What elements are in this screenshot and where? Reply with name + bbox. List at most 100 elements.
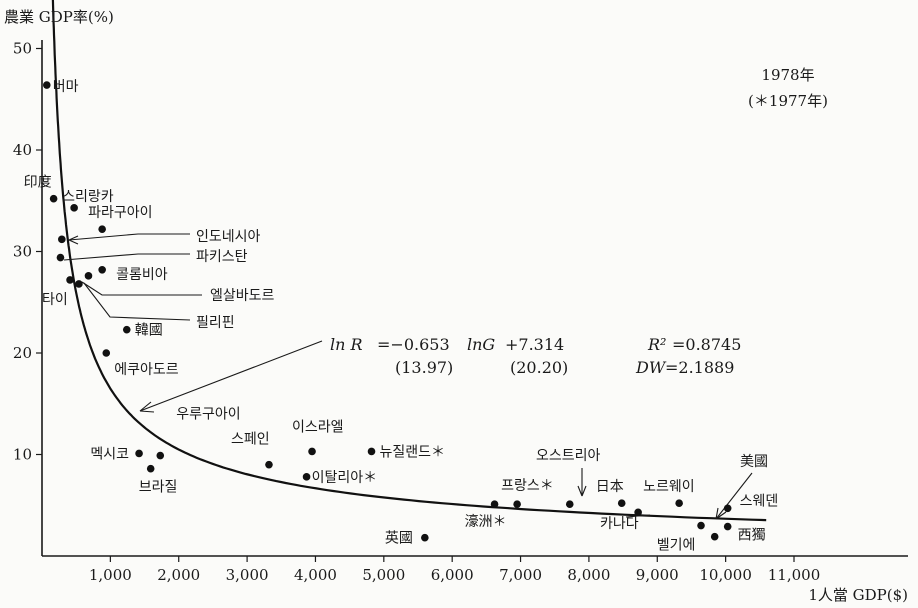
leader-line <box>83 282 191 321</box>
scatter-point <box>421 533 429 542</box>
r2-value: =0.8745 <box>672 335 741 354</box>
scatter-point <box>634 508 642 517</box>
scatter-point <box>265 460 273 469</box>
scatter-point <box>135 449 143 458</box>
point-label: 이스라엘 <box>292 419 344 435</box>
r-squared: R² =0.8745 <box>647 335 741 354</box>
y-tick-label: 20 <box>13 344 32 362</box>
scatter-point <box>102 349 111 357</box>
scatter-point <box>42 81 51 89</box>
point-label: 美國 <box>740 454 768 470</box>
eq-intercept: +7.314 <box>505 335 564 354</box>
y-axis-title: 農業 GDP率(%) <box>4 8 114 26</box>
point-label: 오스트리아 <box>536 448 601 464</box>
year-note-line-2: (＊1977年) <box>748 92 828 110</box>
scatter-point <box>710 532 719 541</box>
scatter-point <box>697 521 705 530</box>
leader-line <box>81 281 202 296</box>
scatter-point <box>513 500 521 509</box>
scatter-point <box>490 500 499 509</box>
point-label: 英國 <box>385 530 413 547</box>
x-tick-label: 8,000 <box>567 566 610 584</box>
scatter-point <box>723 504 732 513</box>
point-label: 엘살바도르 <box>210 288 275 304</box>
x-tick-label: 6,000 <box>431 566 474 584</box>
ticks: 1,000 2,000 3,000 4,000 5,000 6,000 7,000 8,000… <box>13 40 820 585</box>
scatter-point <box>146 464 155 473</box>
point-label: 韓國 <box>135 323 163 339</box>
year-note: 1978年 (＊1977年) <box>748 66 828 110</box>
scatter-point <box>617 499 626 508</box>
point-label: 에쿠아도르 <box>114 362 179 378</box>
scatter-point <box>98 225 106 233</box>
regression-curve <box>51 0 767 522</box>
y-tick-label: 50 <box>13 40 32 58</box>
scatter-point <box>75 280 83 288</box>
point-label: 우루구아이 <box>176 407 240 423</box>
point-label: 日本 <box>596 479 624 495</box>
regression-line-1: ln R =−0.653 lnG +7.314 <box>330 335 564 354</box>
scatter-point <box>308 447 316 456</box>
point-label: 필리핀 <box>196 315 235 331</box>
point-label: 타이 <box>42 292 68 308</box>
point-label: 카나다 <box>600 516 639 532</box>
equation-pointer-line <box>139 340 323 412</box>
eq-lnR: ln R <box>330 335 363 354</box>
point-label: 멕시코 <box>90 446 129 462</box>
r2-symbol: R² <box>647 335 666 354</box>
leader-arrowhead <box>68 235 79 245</box>
dw-symbol: DW <box>635 358 667 377</box>
scatter-point <box>98 265 106 274</box>
x-tick-label: 4,000 <box>294 566 337 584</box>
leader-arrowhead <box>715 507 727 520</box>
point-label: 스리랑카 <box>62 189 114 205</box>
scatter-point <box>675 499 683 508</box>
axes <box>41 40 908 557</box>
point-label: 西獨 <box>738 528 766 544</box>
x-tick-label: 5,000 <box>362 566 405 584</box>
x-tick-label: 2,000 <box>157 566 200 584</box>
scatter-point <box>156 451 165 460</box>
eq-lnG: lnG <box>467 335 495 354</box>
point-label: 스페인 <box>231 432 270 448</box>
point-label: 印度 <box>24 175 52 191</box>
scatter-point <box>58 235 66 244</box>
std-error-2: (20.20) <box>510 358 568 377</box>
regression-equation: ln R =−0.653 lnG +7.314 R² =0.8745 (13.9… <box>330 335 741 377</box>
std-error-1: (13.97) <box>395 358 453 377</box>
x-axis-title: 1人當 GDP($) <box>808 586 908 604</box>
leader-line <box>63 253 190 261</box>
point-label: 노르웨이 <box>643 479 695 495</box>
y-tick-label: 30 <box>13 243 32 261</box>
scatter-point <box>70 204 78 212</box>
x-tick-label: 11,000 <box>768 566 821 584</box>
durbin-watson: DW =2.1889 <box>635 358 734 377</box>
point-label: 뉴질랜드＊ <box>380 444 446 460</box>
leader-line <box>715 472 753 520</box>
scatter-point <box>122 325 131 334</box>
point-label: 이탈리아＊ <box>312 470 378 486</box>
leader-arrowhead <box>577 485 587 497</box>
y-tick-label: 10 <box>13 446 32 464</box>
point-label: 콜롬비아 <box>116 267 168 283</box>
scatter-point <box>84 272 93 280</box>
point-label: 濠洲＊ <box>465 513 507 530</box>
x-tick-label: 7,000 <box>499 566 542 584</box>
scatter-point <box>367 447 376 456</box>
equation-pointer-arrowhead <box>139 401 155 413</box>
point-label: 파라구아이 <box>88 205 152 221</box>
point-label: 벨기에 <box>657 538 696 554</box>
point-label: 파키스탄 <box>196 249 248 265</box>
eq-coef: =−0.653 <box>377 335 450 354</box>
scatter-point <box>302 473 311 481</box>
scatter-point <box>66 276 74 284</box>
scatter-point <box>723 522 732 531</box>
year-note-line-1: 1978年 <box>761 66 814 84</box>
fitted-curve <box>51 0 767 522</box>
leader-lines <box>63 233 753 520</box>
scatter-point <box>56 253 65 262</box>
y-tick-label: 40 <box>13 141 32 159</box>
point-label: 브라질 <box>139 480 178 496</box>
x-tick-label: 1,000 <box>89 566 132 584</box>
